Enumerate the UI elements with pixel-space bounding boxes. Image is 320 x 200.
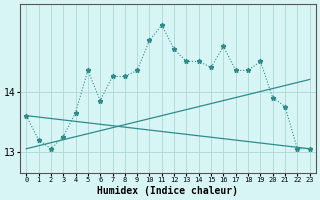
- X-axis label: Humidex (Indice chaleur): Humidex (Indice chaleur): [98, 186, 238, 196]
